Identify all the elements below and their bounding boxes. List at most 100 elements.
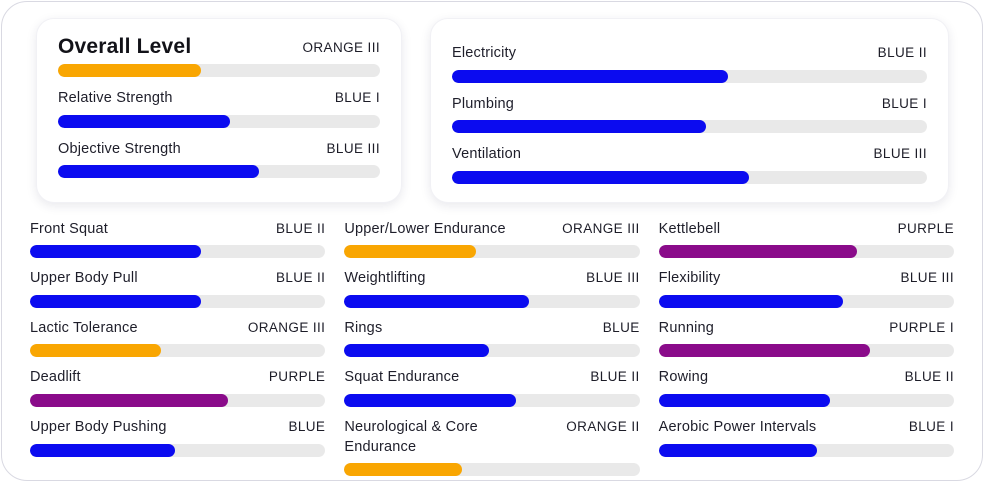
stat-level-badge: BLUE III xyxy=(873,146,927,162)
stat-row: Squat Endurance BLUE II xyxy=(344,368,640,407)
progress-track xyxy=(658,245,954,259)
stat-level-badge: ORANGE II xyxy=(566,418,640,434)
progress-track xyxy=(658,443,954,457)
progress-track xyxy=(344,463,640,477)
stat-label: Weightlifting xyxy=(344,270,426,287)
stat-level-badge: BLUE II xyxy=(590,369,640,385)
progress-fill xyxy=(58,165,260,179)
stat-label: Lactic Tolerance xyxy=(30,319,138,336)
stat-label: Upper Body Pull xyxy=(30,270,138,287)
progress-track xyxy=(30,344,326,358)
progress-fill xyxy=(30,393,228,407)
progress-track xyxy=(658,344,954,358)
progress-track xyxy=(30,245,326,259)
progress-fill xyxy=(452,170,749,184)
progress-track xyxy=(30,294,326,308)
progress-track xyxy=(344,245,640,259)
stat-level-badge: BLUE II xyxy=(276,220,326,236)
stat-level-badge: BLUE III xyxy=(326,140,380,156)
stat-level-badge: BLUE xyxy=(288,418,326,434)
skills-grid: Front Squat BLUE II Upper Body Pull BLUE… xyxy=(2,203,982,480)
stat-label: Running xyxy=(658,319,715,336)
stat-row: Rings BLUE xyxy=(344,319,640,358)
stat-level-badge: BLUE I xyxy=(334,90,380,106)
progress-fill xyxy=(30,344,162,358)
top-cards: Overall Level ORANGE III Relative Streng… xyxy=(2,2,982,203)
skills-column-3: Kettlebell PURPLE Flexibility BLUE III xyxy=(658,220,954,480)
progress-track xyxy=(452,69,927,83)
progress-fill xyxy=(658,245,857,259)
stat-level-badge: ORANGE III xyxy=(247,319,326,335)
stat-level-badge: BLUE II xyxy=(904,369,954,385)
progress-fill xyxy=(58,114,231,128)
progress-track xyxy=(452,170,927,184)
stat-label: Upper/Lower Endurance xyxy=(344,220,506,237)
stat-row: Upper/Lower Endurance ORANGE III xyxy=(344,220,640,259)
stat-label: Deadlift xyxy=(30,369,81,386)
progress-fill xyxy=(58,64,202,78)
stat-row: Running PURPLE I xyxy=(658,319,954,358)
stat-level-badge: BLUE II xyxy=(877,45,927,60)
progress-track xyxy=(58,64,380,78)
progress-fill xyxy=(344,294,529,308)
progress-fill xyxy=(344,463,463,477)
stat-row: Overall Level ORANGE III xyxy=(58,35,380,78)
skills-column-2: Upper/Lower Endurance ORANGE III Weightl… xyxy=(344,220,640,480)
stat-level-badge: PURPLE I xyxy=(889,319,954,335)
stat-label: Rings xyxy=(344,319,383,336)
progress-track xyxy=(344,393,640,407)
progress-fill xyxy=(30,294,202,308)
progress-track xyxy=(30,393,326,407)
progress-track xyxy=(58,114,380,128)
progress-fill xyxy=(344,344,490,358)
card-title: Overall Level xyxy=(58,35,192,58)
stat-label: Flexibility xyxy=(658,270,721,287)
skills-column-1: Front Squat BLUE II Upper Body Pull BLUE… xyxy=(30,220,326,480)
progress-track xyxy=(30,443,326,457)
stat-level-badge: BLUE III xyxy=(586,270,640,286)
progress-fill xyxy=(30,245,202,259)
stat-row: Aerobic Power Intervals BLUE I xyxy=(658,418,954,457)
stat-label: Neurological & Core Endurance xyxy=(344,418,478,455)
stat-level-badge: ORANGE III xyxy=(562,220,640,236)
stat-label: Relative Strength xyxy=(58,90,173,107)
stat-row: Front Squat BLUE II xyxy=(30,220,326,259)
stat-row: Weightlifting BLUE III xyxy=(344,269,640,308)
stat-row: Ventilation BLUE III xyxy=(452,145,927,184)
stat-label: Plumbing xyxy=(452,95,515,112)
progress-track xyxy=(344,294,640,308)
stat-row: Rowing BLUE II xyxy=(658,368,954,407)
stat-level-badge: PURPLE xyxy=(268,369,326,385)
stat-label: Ventilation xyxy=(452,146,522,163)
stat-row: Kettlebell PURPLE xyxy=(658,220,954,259)
progress-fill xyxy=(658,294,844,308)
stat-label: Kettlebell xyxy=(658,220,721,237)
progress-track xyxy=(452,120,927,134)
progress-fill xyxy=(30,443,175,457)
stat-row: Upper Body Pushing BLUE xyxy=(30,418,326,457)
progress-track xyxy=(58,165,380,179)
progress-fill xyxy=(344,245,476,259)
stat-label: Objective Strength xyxy=(58,140,181,157)
progress-fill xyxy=(452,69,728,83)
stat-level-badge: BLUE III xyxy=(900,270,954,286)
stat-label: Aerobic Power Intervals xyxy=(658,418,817,435)
stat-row: Electricity BLUE II xyxy=(452,44,927,83)
stat-level-badge: ORANGE III xyxy=(302,39,380,55)
stat-level-badge: BLUE xyxy=(602,319,640,335)
progress-track xyxy=(344,344,640,358)
stat-row: Lactic Tolerance ORANGE III xyxy=(30,319,326,358)
stat-label: Upper Body Pushing xyxy=(30,418,167,435)
progress-fill xyxy=(658,443,817,457)
stat-level-badge: PURPLE xyxy=(897,220,954,236)
stat-label: Electricity xyxy=(452,45,517,61)
stat-row: Objective Strength BLUE III xyxy=(58,140,380,179)
progress-fill xyxy=(658,393,830,407)
stat-label: Front Squat xyxy=(30,220,108,237)
stat-level-badge: BLUE I xyxy=(881,95,927,111)
progress-track xyxy=(658,393,954,407)
progress-track xyxy=(658,294,954,308)
progress-fill xyxy=(452,120,707,134)
stat-row: Relative Strength BLUE I xyxy=(58,89,380,128)
